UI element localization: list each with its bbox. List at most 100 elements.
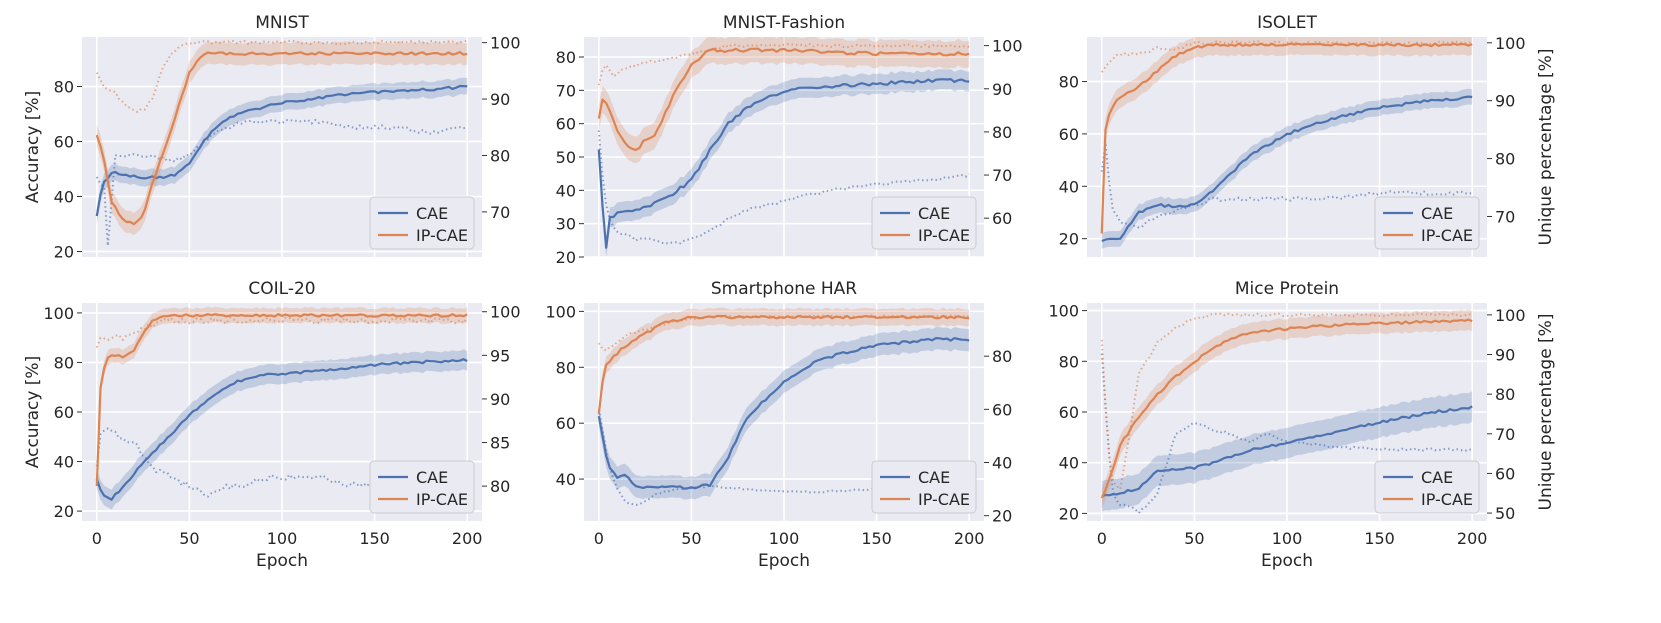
- y2-tick-label: 100: [490, 34, 521, 53]
- y2-tick-label: 60: [992, 400, 1012, 419]
- y-axis-label: Accuracy [%]: [23, 91, 43, 203]
- panel-mnist-fashion: 20 30 40 50 60 70 80 60 70 80 90 100 MNIST-Fashion CA…: [556, 13, 1023, 267]
- y2-tick-label: 80: [1495, 150, 1515, 169]
- y2-axis-label: Unique percentage [%]: [1536, 49, 1556, 246]
- y-tick-label: 20: [54, 502, 74, 521]
- chart-title: MNIST-Fashion: [723, 13, 845, 33]
- y2-tick-label: 100: [992, 37, 1023, 56]
- smartphone-har-cae-band: [598, 327, 970, 500]
- x-tick-label: 0: [92, 529, 102, 548]
- chart-title: COIL-20: [248, 279, 315, 299]
- y-tick-label: 80: [54, 78, 74, 97]
- y-tick-label: 40: [1059, 454, 1079, 473]
- x-tick-label: 50: [1184, 529, 1204, 548]
- legend: CAE IP-CAE: [369, 196, 475, 250]
- legend: CAE IP-CAE: [871, 196, 977, 250]
- mnist-fashion-cae-line: [597, 77, 970, 249]
- y-tick-label: 30: [556, 215, 576, 234]
- y2-tick-label: 100: [490, 303, 521, 322]
- isolet-cae-band: [1101, 88, 1473, 249]
- mnist-cae-unique-dotted-line: [95, 118, 468, 247]
- panel-coil-20: 20 40 60 80 100 80 85 90 95 100 0 50 100 150 200 COIL-2…: [23, 279, 521, 571]
- y2-tick-label: 70: [1495, 425, 1515, 444]
- x-axis-label: Epoch: [256, 551, 308, 571]
- legend: CAE IP-CAE: [369, 460, 475, 514]
- y-axis-label: Accuracy [%]: [23, 356, 43, 468]
- panel-mnist: 20 40 60 80 70 80 90 100 MNIST Accuracy [%] CAE IP-…: [23, 13, 521, 262]
- y-tick-label: 100: [545, 302, 576, 321]
- y2-tick-label: 95: [490, 346, 510, 365]
- y2-tick-label: 90: [1495, 92, 1515, 111]
- legend-label-ipcae: IP-CAE: [918, 490, 970, 509]
- y2-tick-label: 20: [992, 507, 1012, 526]
- data-layer: [597, 307, 970, 506]
- isolet-ip-cae-unique-dotted-line: [1100, 40, 1473, 73]
- y2-tick-label: 85: [490, 434, 510, 453]
- y2-tick-label: 70: [490, 203, 510, 222]
- legend-label-ipcae: IP-CAE: [416, 490, 468, 509]
- y-tick-label: 20: [1059, 230, 1079, 249]
- x-axis-label: Epoch: [1261, 551, 1313, 571]
- y-tick-label: 60: [54, 133, 74, 152]
- y-tick-label: 40: [54, 453, 74, 472]
- data-layer: [95, 39, 468, 247]
- mnist-ip-cae-line: [95, 50, 468, 226]
- panel-smartphone-har: 40 60 80 100 20 40 60 80 0 50 100 150 200 Smartphone …: [545, 279, 1012, 571]
- legend: CAE IP-CAE: [871, 460, 977, 514]
- smartphone-har-ip-cae-line: [597, 314, 970, 415]
- y2-tick-label: 90: [490, 90, 510, 109]
- legend-label-cae: CAE: [416, 204, 448, 223]
- panel-isolet: 20 40 60 80 70 80 90 100 ISOLET Unique percentage…: [1059, 13, 1556, 257]
- mnist-cae-band: [96, 77, 468, 225]
- coil-20-ip-cae-line: [95, 313, 468, 487]
- legend-label-cae: CAE: [1421, 468, 1453, 487]
- legend-label-cae: CAE: [918, 468, 950, 487]
- x-tick-label: 200: [452, 529, 483, 548]
- legend-label-ipcae: IP-CAE: [1421, 226, 1473, 245]
- mnist-fashion-ip-cae-unique-dotted-line: [597, 43, 970, 86]
- y2-tick-label: 60: [992, 209, 1012, 228]
- y2-tick-label: 100: [1495, 34, 1526, 53]
- panel-mice-protein: 20 40 60 80 100 50 60 70 80 90 100 0 50 100 150 200 Mice…: [1048, 279, 1556, 571]
- y2-tick-label: 90: [1495, 346, 1515, 365]
- y2-tick-label: 80: [992, 347, 1012, 366]
- x-tick-label: 150: [861, 529, 892, 548]
- x-tick-label: 0: [1097, 529, 1107, 548]
- isolet-cae-line: [1101, 95, 1473, 243]
- y-tick-label: 80: [556, 358, 576, 377]
- chart-title: Smartphone HAR: [711, 279, 857, 299]
- legend: CAE IP-CAE: [1374, 196, 1480, 250]
- y-tick-label: 20: [556, 248, 576, 267]
- legend-label-ipcae: IP-CAE: [1421, 490, 1473, 509]
- mnist-fashion-cae-band: [598, 69, 970, 257]
- chart-title: MNIST: [255, 13, 309, 33]
- chart-title: Mice Protein: [1235, 279, 1339, 299]
- y2-tick-label: 50: [1495, 504, 1515, 523]
- x-tick-label: 200: [954, 529, 985, 548]
- legend-label-cae: CAE: [918, 204, 950, 223]
- y-tick-label: 80: [1059, 352, 1079, 371]
- x-tick-label: 0: [594, 529, 604, 548]
- x-tick-label: 50: [179, 529, 199, 548]
- x-tick-label: 200: [1457, 529, 1488, 548]
- y2-tick-label: 40: [992, 454, 1012, 473]
- y-tick-label: 40: [54, 188, 74, 207]
- x-tick-label: 150: [1364, 529, 1395, 548]
- mnist-cae-line: [95, 84, 468, 217]
- mice-protein-cae-line: [1101, 405, 1473, 498]
- y-tick-label: 100: [1048, 302, 1079, 321]
- mnist-fashion-ip-cae-line: [597, 47, 970, 151]
- y-tick-label: 70: [556, 81, 576, 100]
- y-tick-label: 20: [54, 243, 74, 262]
- coil-20-cae-line: [95, 358, 468, 501]
- y2-tick-label: 100: [1495, 306, 1526, 325]
- mice-protein-cae-unique-dotted-line: [1100, 353, 1473, 515]
- y2-tick-label: 80: [490, 146, 510, 165]
- legend: CAE IP-CAE: [1374, 460, 1480, 514]
- y2-tick-label: 80: [1495, 385, 1515, 404]
- x-axis-label: Epoch: [758, 551, 810, 571]
- y-tick-label: 60: [556, 115, 576, 134]
- x-tick-label: 150: [359, 529, 390, 548]
- y2-tick-label: 90: [490, 390, 510, 409]
